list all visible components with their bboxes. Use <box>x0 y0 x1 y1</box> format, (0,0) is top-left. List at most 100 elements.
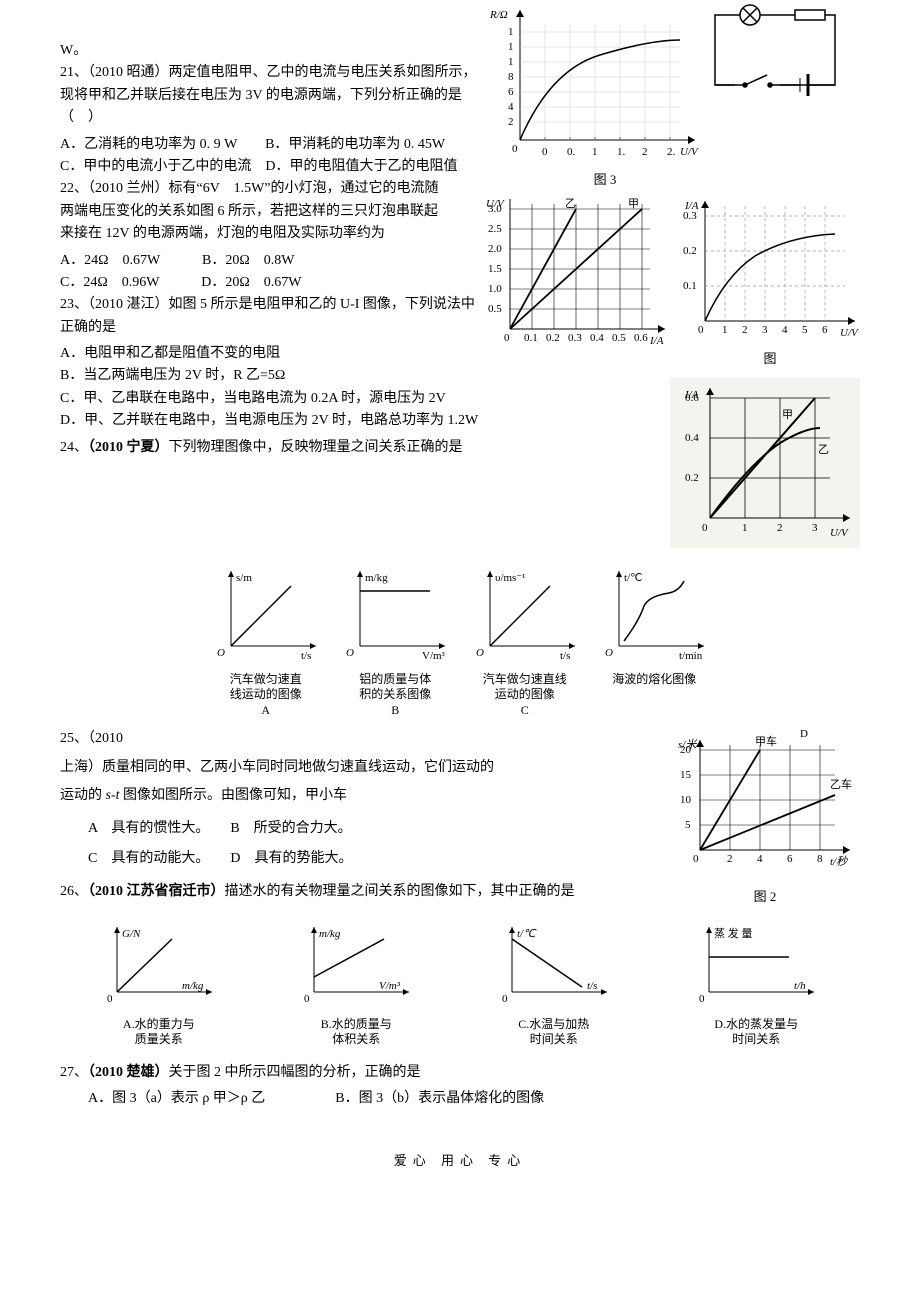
svg-text:0: 0 <box>107 993 113 1005</box>
q27-options: A．图 3（a）表示 ρ 甲＞ρ 乙 B．图 3（b）表示晶体熔化的图像 <box>60 1088 860 1110</box>
svg-text:1: 1 <box>742 522 748 534</box>
svg-text:t/h: t/h <box>794 980 806 992</box>
svg-text:0.6: 0.6 <box>634 332 648 344</box>
svg-text:V/m³: V/m³ <box>379 980 401 992</box>
svg-text:0: 0 <box>693 853 699 865</box>
svg-text:m/kg: m/kg <box>182 980 204 992</box>
svg-text:O: O <box>346 647 354 659</box>
svg-text:6: 6 <box>508 86 514 98</box>
svg-text:4: 4 <box>757 853 763 865</box>
q27-optA: A．图 3（a）表示 ρ 甲＞ρ 乙 <box>88 1091 265 1106</box>
q21-optD: D．甲的电阻值大于乙的电阻值 <box>265 159 457 174</box>
svg-text:4: 4 <box>782 324 788 336</box>
svg-text:0.1: 0.1 <box>524 332 538 344</box>
svg-text:m/kg: m/kg <box>365 572 388 584</box>
q21-optB: B．甲消耗的电功率为 0. 45W <box>265 137 445 152</box>
svg-text:3.0: 3.0 <box>488 203 502 215</box>
svg-text:15: 15 <box>680 769 692 781</box>
svg-text:t/秒: t/秒 <box>830 855 848 868</box>
svg-text:0.1: 0.1 <box>683 280 697 292</box>
svg-text:20: 20 <box>680 744 692 756</box>
svg-text:甲车: 甲车 <box>755 734 777 748</box>
svg-text:2: 2 <box>508 116 514 128</box>
svg-text:O: O <box>605 647 613 659</box>
q22b-figure: U/V I/A 0 0.1 0.2 0.3 0.4 0.5 0.6 0.5 1.… <box>480 191 670 354</box>
svg-text:0: 0 <box>504 332 510 344</box>
q25-optB: B 所受的合力大。 <box>230 821 351 836</box>
q21-chart: U/V R/Ω 0 0 0. 1 1. 2 2. 2 4 6 8 <box>480 0 700 170</box>
q24-panel-C: υ/ms⁻¹ t/s O 汽车做匀速直线运动的图像C <box>470 566 580 718</box>
svg-text:0: 0 <box>698 324 704 336</box>
svg-text:0.4: 0.4 <box>685 432 699 444</box>
svg-text:1: 1 <box>722 324 728 336</box>
svg-text:t/min: t/min <box>679 650 703 661</box>
svg-text:2: 2 <box>727 853 733 865</box>
svg-text:m/kg: m/kg <box>319 928 341 940</box>
svg-text:3: 3 <box>812 522 818 534</box>
q26-panel-B: m/kg V/m³ 0 B.水的质量与体积关系 <box>296 922 416 1048</box>
svg-text:6: 6 <box>787 853 793 865</box>
q27: 27、（2010 楚雄）关于图 2 中所示四幅图的分析，正确的是 <box>60 1062 860 1084</box>
q25-figure: s/米 t/秒 0 2 4 6 8 5 10 15 20 甲车 乙车 D 图 2 <box>670 728 860 907</box>
svg-text:1.5: 1.5 <box>488 263 502 275</box>
svg-text:υ/ms⁻¹: υ/ms⁻¹ <box>495 572 525 584</box>
q24-panel-B: m/kg V/m³ O 铝的质量与体积的关系图像B <box>340 566 450 718</box>
q25-optD: D 具有的势能大。 <box>230 851 352 866</box>
xlabel: U/V <box>680 146 699 158</box>
svg-text:0: 0 <box>502 993 508 1005</box>
svg-text:0.2: 0.2 <box>546 332 560 344</box>
svg-text:t/s: t/s <box>560 650 570 661</box>
svg-text:U/V: U/V <box>830 527 849 539</box>
q23-figure: I/A U/V 0 1 2 3 0.2 0.4 0.6 甲 乙 <box>670 378 860 556</box>
svg-text:5: 5 <box>685 819 691 831</box>
ylabel: R/Ω <box>489 9 508 21</box>
svg-text:0: 0 <box>512 143 518 155</box>
q21-optA: A．乙消耗的电功率为 0. 9 W <box>60 137 237 152</box>
svg-text:2: 2 <box>642 146 648 158</box>
svg-text:0.5: 0.5 <box>612 332 626 344</box>
svg-text:O: O <box>217 647 225 659</box>
svg-text:2.: 2. <box>667 146 676 158</box>
q25-optC: C 具有的动能大。 <box>88 851 202 866</box>
q22-optA: A．24Ω 0.67W <box>60 253 160 268</box>
svg-text:0.6: 0.6 <box>685 392 699 404</box>
svg-text:U/V: U/V <box>840 327 859 339</box>
svg-text:V/m³: V/m³ <box>422 650 446 661</box>
q26-panel-D: 蒸 发 量 t/h 0 D.水的蒸发量与时间关系 <box>691 922 821 1048</box>
svg-text:蒸 发 量: 蒸 发 量 <box>714 926 753 940</box>
svg-text:乙车: 乙车 <box>830 777 852 791</box>
svg-text:甲: 甲 <box>628 198 639 210</box>
q22-figure-right: I/A U/V 1 2 3 4 5 6 0.1 0.2 0.3 0 图 <box>680 191 860 370</box>
svg-text:0.3: 0.3 <box>568 332 582 344</box>
q24-panel-D: t/℃ t/min O 海波的熔化图像 <box>599 566 709 702</box>
svg-text:0.4: 0.4 <box>590 332 604 344</box>
svg-text:5: 5 <box>802 324 808 336</box>
svg-text:4: 4 <box>508 101 514 113</box>
q25-caption: 图 2 <box>670 887 860 908</box>
svg-text:0.: 0. <box>567 146 576 158</box>
svg-text:6: 6 <box>822 324 828 336</box>
svg-text:0.3: 0.3 <box>683 210 697 222</box>
q21-figure-block: U/V R/Ω 0 0 0. 1 1. 2 2. 2 4 6 8 <box>480 0 860 191</box>
svg-text:1.0: 1.0 <box>488 283 502 295</box>
q26-panel-A: G/N m/kg 0 A.水的重力与质量关系 <box>99 922 219 1048</box>
q27-optB: B．图 3（b）表示晶体熔化的图像 <box>335 1091 544 1106</box>
svg-text:0: 0 <box>542 146 548 158</box>
q21-circuit <box>700 0 850 110</box>
svg-text:0: 0 <box>702 522 708 534</box>
svg-text:t/℃: t/℃ <box>624 572 642 584</box>
svg-text:0.5: 0.5 <box>488 303 502 315</box>
q25-optA: A 具有的惯性大。 <box>88 821 202 836</box>
svg-text:D: D <box>800 728 808 740</box>
svg-text:甲: 甲 <box>782 409 793 421</box>
svg-text:1: 1 <box>508 26 514 38</box>
svg-text:O: O <box>476 647 484 659</box>
svg-text:t/℃: t/℃ <box>517 928 537 940</box>
svg-text:s/m: s/m <box>236 572 252 584</box>
svg-text:2.0: 2.0 <box>488 243 502 255</box>
svg-text:t/s: t/s <box>301 650 311 661</box>
svg-text:1.: 1. <box>617 146 626 158</box>
svg-text:2.5: 2.5 <box>488 223 502 235</box>
svg-text:0: 0 <box>699 993 705 1005</box>
svg-text:乙: 乙 <box>818 443 829 456</box>
